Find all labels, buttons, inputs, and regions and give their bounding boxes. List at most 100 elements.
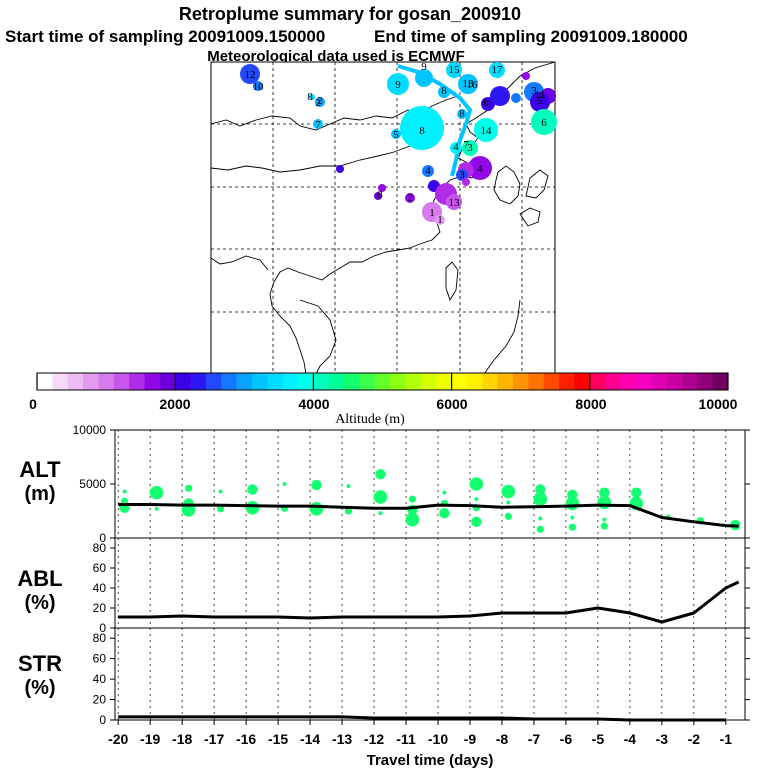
colorbar-cell	[559, 373, 575, 390]
abl-y-tick-label: 80	[93, 541, 107, 555]
colorbar-cell	[98, 373, 115, 390]
colorbar-cell	[37, 373, 53, 390]
colorbar-cell	[67, 373, 84, 390]
colorbar-cell	[589, 373, 606, 390]
colorbar-cell	[497, 373, 514, 390]
alt-cluster-point	[373, 490, 388, 504]
colorbar-cell	[390, 373, 407, 390]
colorbar-cell	[405, 373, 422, 390]
plume-number-label: 7	[315, 119, 321, 131]
altitude-colorbar: 0 2000 4000 6000 8000 10000 Altitude (m)	[29, 372, 738, 427]
alt-cluster-point	[506, 500, 511, 505]
x-tick-label: -6	[560, 731, 573, 747]
colorbar-cell	[83, 373, 99, 390]
colorbar-cell	[543, 373, 560, 390]
str-y-tick-label: 80	[93, 631, 107, 645]
abl-y-tick-label: 0	[99, 621, 106, 635]
colorbar-label-0: 0	[29, 396, 37, 412]
colorbar-cell	[620, 373, 637, 390]
alt-cluster-point	[597, 495, 612, 510]
abl-unit-label: (%)	[24, 592, 55, 614]
abl-y-tick-label: 60	[93, 561, 107, 575]
plume-number-label: 8	[459, 108, 465, 120]
alt-cluster-point	[216, 505, 225, 513]
plume-number-label: 13	[449, 197, 461, 209]
alt-cluster-point	[504, 512, 512, 521]
x-tick-label: -15	[268, 731, 288, 747]
alt-cluster-point	[570, 515, 575, 520]
str-y-axis: 0 20 40 60 80	[93, 631, 750, 727]
colorbar-cell	[328, 373, 345, 390]
x-tick-label: -18	[172, 731, 192, 747]
x-tick-label: -5	[592, 731, 605, 747]
str-y-tick-label: 0	[99, 713, 106, 727]
colorbar-cell	[666, 373, 683, 390]
str-line	[118, 715, 726, 722]
colorbar-cells	[37, 373, 729, 390]
colorbar-label-6000: 6000	[436, 396, 467, 412]
abl-panel-frame	[114, 537, 746, 629]
end-time-label: End time of sampling 20091009.180000	[374, 27, 688, 46]
plume-number-label: 15	[449, 64, 461, 76]
colorbar-cell	[175, 373, 192, 390]
plume-number-label: 8	[377, 189, 383, 201]
plume-markers	[240, 62, 557, 225]
series-lines	[118, 503, 740, 722]
alt-cluster-point	[218, 489, 223, 494]
str-y-tick-label: 40	[93, 672, 107, 686]
alt-cluster-point	[408, 495, 417, 503]
colorbar-cell	[313, 373, 330, 390]
colorbar-ticks	[36, 373, 729, 390]
plume-number-label: 4	[425, 165, 431, 177]
alt-cluster-point	[533, 492, 548, 506]
plume-number-label: 8	[419, 125, 425, 137]
met-data-label: Meteorological data used is ECMWF	[207, 48, 465, 65]
alt-cluster-point	[538, 516, 543, 521]
alt-cluster-point	[346, 484, 351, 489]
plume-number-label: 5	[393, 129, 399, 141]
coastlines	[210, 61, 556, 375]
x-tick-label: -8	[496, 731, 509, 747]
alt-cluster-point	[536, 525, 544, 533]
plume-number-label: 1	[429, 207, 435, 219]
alt-cluster-point	[602, 517, 607, 522]
colorbar-cell	[344, 373, 360, 390]
alt-cluster-point	[309, 502, 324, 516]
x-tick-label: -14	[300, 731, 320, 747]
plume-number-label: 12	[245, 69, 256, 81]
colorbar-cell	[221, 373, 238, 390]
x-tick-label: -2	[688, 731, 701, 747]
alt-y-tick-label: 10000	[73, 423, 107, 437]
plume-number-label: 6	[541, 117, 547, 129]
plume-number-label: 11	[535, 89, 546, 101]
alt-cluster-point	[184, 484, 193, 492]
alt-cluster-points	[119, 469, 741, 533]
colorbar-cell	[282, 373, 299, 390]
alt-cluster-point	[471, 516, 482, 527]
colorbar-cell	[605, 373, 622, 390]
x-tick-label: -20	[108, 731, 128, 747]
colorbar-cell	[651, 373, 668, 390]
colorbar-cell	[129, 373, 145, 390]
colorbar-cell	[159, 373, 176, 390]
x-tick-label: -16	[236, 731, 256, 747]
alt-cluster-point	[149, 485, 164, 500]
figure-title: Retroplume summary for gosan_200910	[179, 4, 521, 24]
plume-number-label: 17	[492, 64, 504, 76]
plume-number-label: 3	[459, 169, 465, 181]
plume-number-label: 14	[481, 125, 493, 137]
str-panel-frame	[114, 627, 746, 721]
alt-cluster-point	[469, 477, 484, 491]
plume-number-label: 1	[437, 214, 443, 226]
abl-y-tick-label: 40	[93, 581, 107, 595]
plume-number-label: 3	[531, 85, 537, 97]
x-axis: -20 -19 -18 -17 -16 -15 -14 -13 -12 -11 -10 -9 -8 -7 -…	[108, 720, 732, 747]
plume-number-label: 7	[463, 139, 469, 151]
colorbar-cell	[420, 373, 437, 390]
start-time-label: Start time of sampling 20091009.150000	[5, 27, 325, 46]
str-y-tick-label: 20	[93, 693, 107, 707]
colorbar-cell	[298, 373, 314, 390]
plume-number-label: 10	[253, 81, 265, 93]
